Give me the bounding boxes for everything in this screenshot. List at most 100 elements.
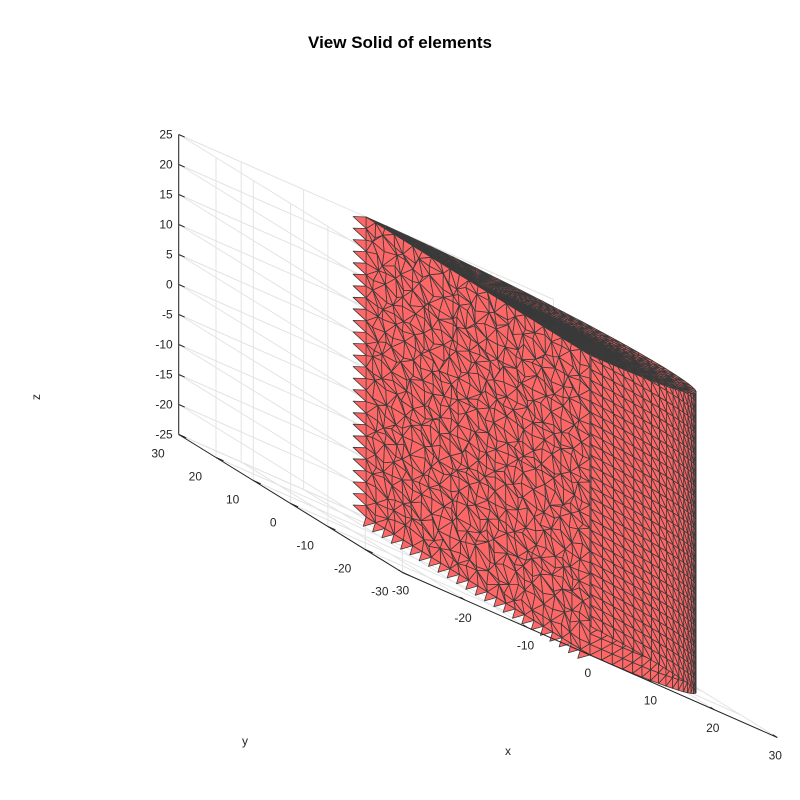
x-axis-label: x	[505, 744, 511, 758]
x-tick-mark	[710, 706, 716, 711]
mesh-face	[372, 522, 386, 533]
mesh-face	[577, 648, 591, 659]
y-tick-label: 30	[151, 447, 165, 461]
mesh-face	[352, 389, 367, 403]
z-tick-label: 5	[166, 248, 173, 262]
y-tick-label: 10	[226, 493, 240, 507]
x-tick-mark	[772, 734, 778, 738]
z-tick-label: -25	[155, 428, 173, 442]
mesh-face	[352, 273, 367, 287]
mesh-face	[493, 597, 507, 608]
y-tick-label: -10	[297, 539, 315, 553]
mesh-face	[352, 319, 367, 333]
mesh-face	[352, 446, 367, 460]
mesh-face	[425, 253, 444, 264]
x-tick-mark	[647, 679, 653, 683]
mesh-face	[428, 556, 442, 567]
z-tick-mark	[178, 224, 185, 228]
mesh-face	[400, 539, 414, 550]
z-tick-label: 15	[159, 188, 173, 202]
mesh-face	[465, 579, 479, 590]
x-tick-mark	[522, 624, 528, 628]
y-tick-mark	[215, 457, 224, 462]
y-tick-mark	[253, 480, 262, 485]
z-tick-mark	[178, 374, 185, 378]
z-tick-label: -15	[155, 368, 173, 382]
y-tick-label: -30	[371, 585, 389, 599]
y-tick-mark	[290, 503, 299, 508]
mesh-face	[391, 232, 415, 245]
z-tick-label: -20	[155, 398, 173, 412]
mesh-face	[352, 227, 367, 241]
mesh-face	[484, 591, 498, 602]
z-tick-mark	[178, 434, 185, 438]
mesh-face	[521, 614, 535, 625]
mesh-face	[381, 528, 395, 539]
z-tick-mark	[178, 404, 185, 408]
mesh-solid	[352, 216, 697, 694]
mesh-face	[530, 620, 544, 631]
x-tick-mark	[460, 596, 466, 601]
mesh-face	[352, 493, 367, 506]
x-tick-label: 0	[585, 666, 592, 680]
y-tick-mark	[402, 572, 411, 577]
x-tick-label: 20	[706, 721, 720, 735]
x-tick-label: 10	[644, 694, 658, 708]
mesh-face	[437, 562, 451, 573]
tick-labels: -30 -20 -10 0 10 20 30 -30 -20 -10 0 10 20 30 -25 -20 -1…	[151, 128, 782, 763]
mesh-face	[352, 412, 367, 426]
z-tick-label: -10	[155, 338, 173, 352]
x-tick-label: -20	[454, 611, 472, 625]
mesh-face	[451, 269, 465, 278]
mesh-face	[390, 533, 404, 544]
y-tick-label: -20	[334, 562, 352, 576]
z-tick-mark	[178, 314, 185, 318]
mesh-face	[352, 469, 367, 483]
mesh-face	[352, 285, 367, 299]
mesh-face	[502, 602, 516, 613]
z-tick-label: -5	[162, 308, 173, 322]
z-tick-mark	[178, 134, 185, 138]
mesh-face	[362, 516, 376, 527]
mesh-face	[352, 504, 367, 518]
mesh-face	[352, 216, 367, 229]
x-tick-mark	[585, 651, 591, 656]
z-tick-mark	[178, 254, 185, 258]
mesh-face	[365, 216, 394, 232]
mesh-face	[352, 481, 367, 495]
mesh-face	[474, 585, 488, 596]
mesh-face	[446, 568, 460, 579]
x-tick-label: -10	[517, 639, 535, 653]
z-tick-mark	[178, 164, 185, 168]
y-tick-label: 0	[270, 516, 277, 530]
z-tick-label: 10	[159, 218, 173, 232]
y-tick-mark	[365, 549, 373, 554]
mesh-face	[352, 423, 367, 437]
y-tick-mark	[327, 526, 336, 531]
mesh-face	[418, 551, 432, 562]
z-tick-mark	[178, 194, 185, 198]
mesh-face	[352, 354, 367, 368]
figure-title: View Solid of elements	[308, 33, 492, 52]
x-tick-label: -30	[392, 584, 410, 598]
y-tick-label: 20	[189, 470, 203, 484]
mesh-face	[352, 366, 367, 379]
x-tick-label: 30	[769, 749, 783, 763]
y-axis-label: y	[242, 734, 248, 748]
mesh-face	[352, 435, 367, 449]
z-tick-mark	[178, 344, 185, 348]
x-tick-mark	[397, 569, 403, 573]
mesh-face	[456, 574, 470, 585]
mesh-face	[540, 625, 553, 636]
mesh-face	[352, 458, 367, 472]
mesh-face	[352, 262, 367, 276]
mesh-face	[352, 331, 367, 345]
mesh-face	[352, 308, 367, 322]
axes-lines	[178, 134, 778, 738]
z-tick-label: 0	[166, 278, 173, 292]
mesh-face	[374, 221, 401, 236]
mesh-face	[512, 608, 525, 619]
mesh-face	[352, 239, 367, 253]
mesh-face	[434, 259, 451, 268]
